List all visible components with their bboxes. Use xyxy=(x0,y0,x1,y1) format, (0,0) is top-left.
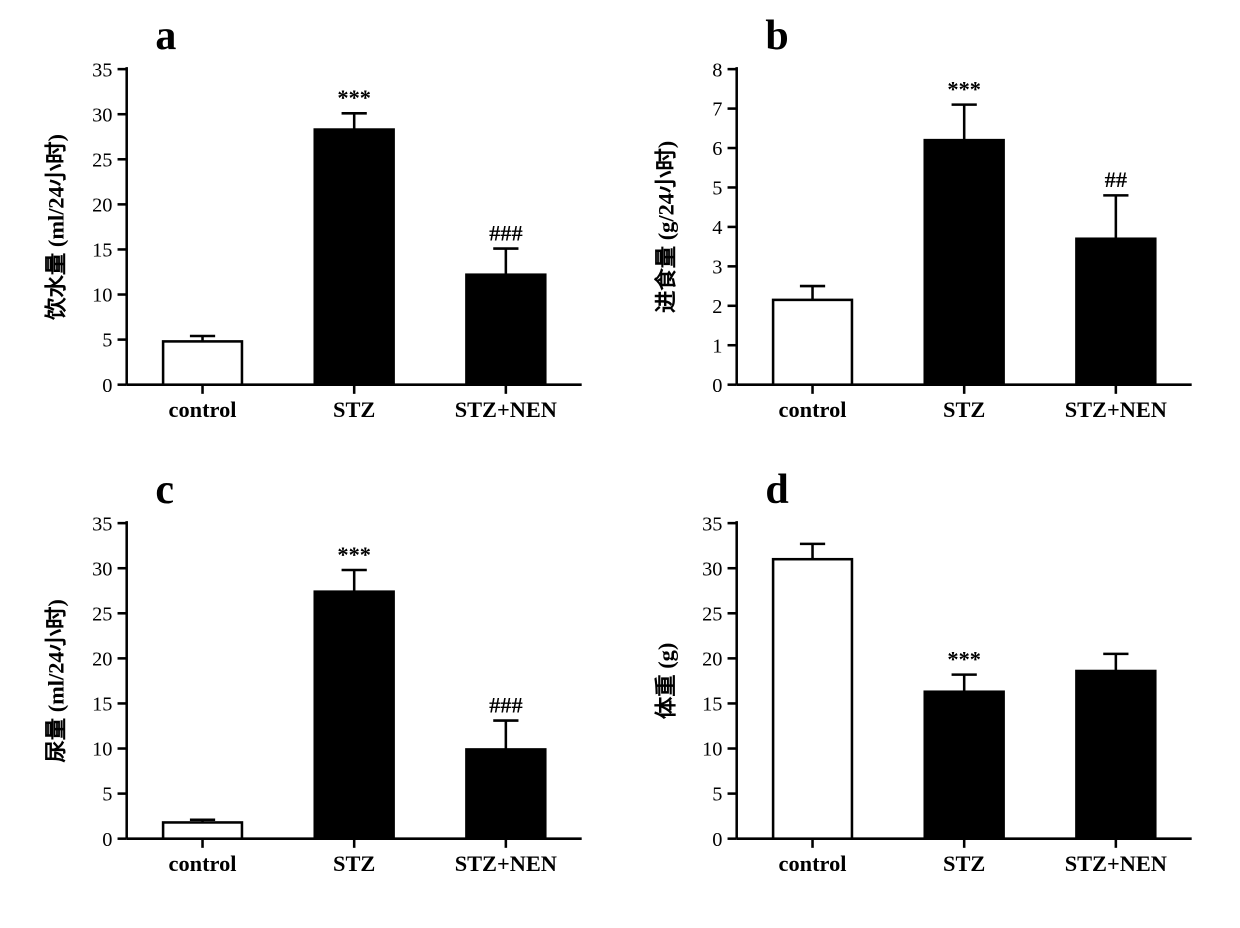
svg-text:35: 35 xyxy=(92,59,112,81)
svg-text:15: 15 xyxy=(92,240,112,262)
panel-label-c: c xyxy=(155,466,174,514)
svg-text:饮水量 (ml/24小时): 饮水量 (ml/24小时) xyxy=(43,134,69,321)
svg-text:###: ### xyxy=(489,692,523,717)
panel-c: c 05101520253035尿量 (ml/24小时)control***ST… xyxy=(30,474,600,898)
svg-text:STZ+NEN: STZ+NEN xyxy=(1065,851,1167,876)
svg-text:***: *** xyxy=(337,85,371,110)
svg-text:15: 15 xyxy=(92,694,112,716)
svg-text:35: 35 xyxy=(702,513,722,535)
svg-text:control: control xyxy=(779,851,847,876)
svg-text:进食量 (g/24小时): 进食量 (g/24小时) xyxy=(653,141,679,313)
svg-text:30: 30 xyxy=(92,104,112,126)
svg-text:30: 30 xyxy=(702,558,722,580)
svg-text:6: 6 xyxy=(712,138,722,160)
svg-text:8: 8 xyxy=(712,59,722,81)
svg-text:control: control xyxy=(779,397,847,422)
svg-text:3: 3 xyxy=(712,256,722,278)
chart-a: 0 5 10 15 20 25 30 35 饮水量 (ml/24小时) control *** STZ… xyxy=(30,20,600,444)
svg-text:20: 20 xyxy=(702,648,722,670)
svg-text:10: 10 xyxy=(92,739,112,761)
svg-text:30: 30 xyxy=(92,558,112,580)
panel-b: b 012345678进食量 (g/24小时)control***STZ##ST… xyxy=(640,20,1210,444)
chart-d: 0 5 10 15 20 25 30 35 体重 (g) control *** STZ STZ+NEN xyxy=(640,474,1210,898)
svg-text:control: control xyxy=(169,851,237,876)
svg-text:7: 7 xyxy=(712,99,722,121)
chart-c: 0 5 10 15 20 25 30 35 尿量 (ml/24小时) control *** STZ #… xyxy=(30,474,600,898)
svg-text:0: 0 xyxy=(712,375,722,397)
svg-text:***: *** xyxy=(337,542,371,567)
svg-text:***: *** xyxy=(947,646,981,671)
svg-text:25: 25 xyxy=(702,603,722,625)
svg-text:25: 25 xyxy=(92,603,112,625)
svg-text:25: 25 xyxy=(92,149,112,171)
svg-text:###: ### xyxy=(489,220,523,245)
svg-text:5: 5 xyxy=(102,330,112,352)
svg-text:尿量 (ml/24小时): 尿量 (ml/24小时) xyxy=(44,599,69,762)
svg-text:10: 10 xyxy=(702,739,722,761)
svg-text:5: 5 xyxy=(712,178,722,200)
svg-text:STZ: STZ xyxy=(333,397,375,422)
svg-text:0: 0 xyxy=(102,375,112,397)
chart-b: 0 1 2 3 4 5 6 7 8 进食量 (g/24小时) control *** STZ ## STZ+… xyxy=(640,20,1210,444)
svg-text:35: 35 xyxy=(92,513,112,535)
svg-text:20: 20 xyxy=(92,194,112,216)
svg-text:##: ## xyxy=(1105,167,1127,192)
svg-text:4: 4 xyxy=(712,217,722,239)
svg-text:STZ: STZ xyxy=(943,397,985,422)
svg-text:STZ: STZ xyxy=(943,851,985,876)
svg-text:0: 0 xyxy=(712,829,722,851)
svg-text:STZ+NEN: STZ+NEN xyxy=(455,851,557,876)
svg-text:STZ: STZ xyxy=(333,851,375,876)
svg-text:2: 2 xyxy=(712,296,722,318)
svg-text:STZ+NEN: STZ+NEN xyxy=(455,397,557,422)
svg-text:STZ+NEN: STZ+NEN xyxy=(1065,397,1167,422)
svg-text:0: 0 xyxy=(102,829,112,851)
svg-text:15: 15 xyxy=(702,694,722,716)
panel-label-a: a xyxy=(155,12,176,60)
svg-text:5: 5 xyxy=(712,784,722,806)
panel-label-b: b xyxy=(765,12,788,60)
figure-grid: a 05101520253035饮水量 (ml/24小时)control***S… xyxy=(0,0,1240,928)
panel-a: a 05101520253035饮水量 (ml/24小时)control***S… xyxy=(30,20,600,444)
svg-text:5: 5 xyxy=(102,784,112,806)
svg-text:control: control xyxy=(169,397,237,422)
svg-text:体重 (g): 体重 (g) xyxy=(654,643,679,719)
svg-text:1: 1 xyxy=(712,335,722,357)
svg-text:***: *** xyxy=(947,76,981,101)
panel-d: d 05101520253035体重 (g)control***STZSTZ+N… xyxy=(640,474,1210,898)
svg-text:20: 20 xyxy=(92,648,112,670)
svg-text:10: 10 xyxy=(92,285,112,307)
panel-label-d: d xyxy=(765,466,788,514)
